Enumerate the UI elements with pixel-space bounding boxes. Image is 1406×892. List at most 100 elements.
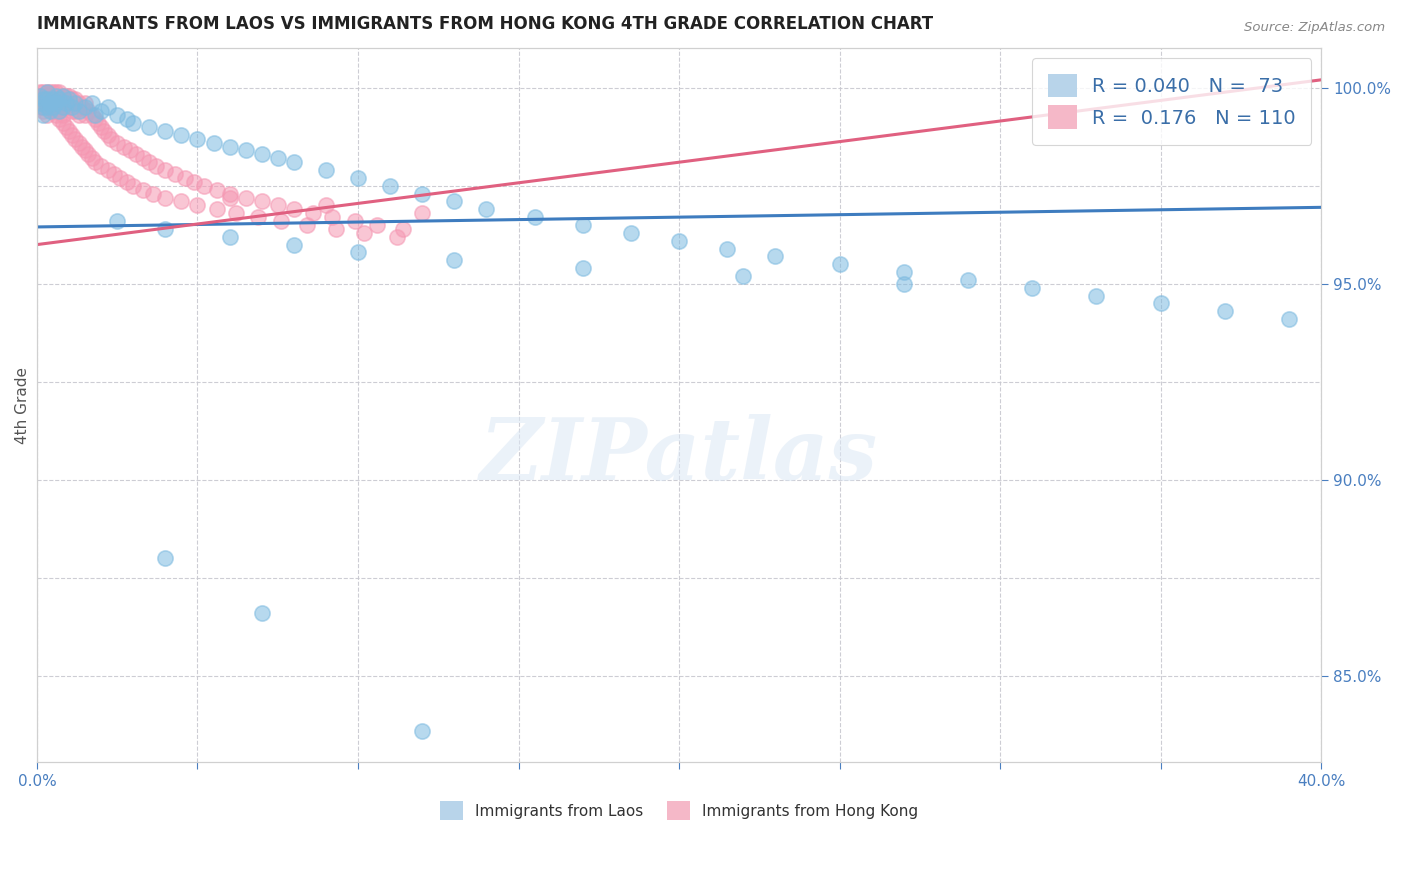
Point bbox=[186, 131, 208, 145]
Point bbox=[75, 100, 97, 114]
Point bbox=[93, 124, 115, 138]
Point bbox=[155, 551, 177, 566]
Point bbox=[620, 226, 643, 240]
Point bbox=[763, 249, 786, 263]
Point bbox=[97, 128, 120, 142]
Point bbox=[283, 155, 305, 169]
Point bbox=[392, 222, 415, 236]
Point bbox=[118, 144, 141, 158]
Point bbox=[45, 108, 67, 122]
Point bbox=[90, 120, 112, 134]
Point bbox=[267, 198, 290, 212]
Point bbox=[60, 104, 83, 119]
Point bbox=[1278, 312, 1301, 326]
Point bbox=[155, 124, 177, 138]
Point bbox=[80, 96, 103, 111]
Point bbox=[52, 108, 75, 122]
Point bbox=[45, 88, 67, 103]
Point bbox=[32, 92, 55, 106]
Point bbox=[45, 104, 67, 119]
Point bbox=[30, 88, 52, 103]
Point bbox=[267, 151, 290, 165]
Point bbox=[138, 120, 160, 134]
Point bbox=[67, 108, 90, 122]
Point bbox=[42, 92, 65, 106]
Point bbox=[235, 144, 257, 158]
Legend: Immigrants from Laos, Immigrants from Hong Kong: Immigrants from Laos, Immigrants from Ho… bbox=[434, 796, 924, 826]
Point bbox=[523, 210, 546, 224]
Point bbox=[38, 85, 60, 99]
Point bbox=[343, 214, 366, 228]
Point bbox=[42, 85, 65, 99]
Point bbox=[45, 92, 67, 106]
Point bbox=[58, 92, 80, 106]
Point bbox=[52, 96, 75, 111]
Point bbox=[250, 147, 273, 161]
Point bbox=[443, 253, 465, 268]
Point bbox=[52, 88, 75, 103]
Point bbox=[202, 136, 225, 150]
Point bbox=[65, 96, 87, 111]
Point bbox=[42, 100, 65, 114]
Point bbox=[30, 100, 52, 114]
Point bbox=[155, 222, 177, 236]
Point bbox=[145, 159, 167, 173]
Point bbox=[716, 242, 738, 256]
Point bbox=[1085, 288, 1108, 302]
Point bbox=[828, 257, 851, 271]
Point bbox=[205, 202, 228, 217]
Point bbox=[97, 163, 120, 178]
Text: IMMIGRANTS FROM LAOS VS IMMIGRANTS FROM HONG KONG 4TH GRADE CORRELATION CHART: IMMIGRANTS FROM LAOS VS IMMIGRANTS FROM … bbox=[37, 15, 934, 33]
Point bbox=[193, 178, 215, 193]
Point bbox=[90, 104, 112, 119]
Point bbox=[55, 96, 77, 111]
Point bbox=[893, 265, 915, 279]
Point bbox=[87, 116, 110, 130]
Point bbox=[366, 218, 388, 232]
Point bbox=[35, 96, 58, 111]
Point bbox=[1213, 304, 1236, 318]
Point bbox=[38, 92, 60, 106]
Point bbox=[80, 151, 103, 165]
Point bbox=[571, 261, 593, 276]
Point bbox=[58, 100, 80, 114]
Point bbox=[138, 155, 160, 169]
Point bbox=[90, 159, 112, 173]
Point bbox=[77, 104, 100, 119]
Point bbox=[83, 112, 105, 126]
Point bbox=[218, 186, 240, 201]
Point bbox=[122, 116, 145, 130]
Point bbox=[65, 131, 87, 145]
Point bbox=[270, 214, 292, 228]
Point bbox=[315, 163, 337, 178]
Point bbox=[155, 163, 177, 178]
Point bbox=[132, 151, 155, 165]
Point bbox=[30, 88, 52, 103]
Point bbox=[35, 85, 58, 99]
Point bbox=[218, 229, 240, 244]
Point bbox=[347, 170, 370, 185]
Point bbox=[225, 206, 247, 220]
Text: ZIPatlas: ZIPatlas bbox=[479, 414, 879, 497]
Point bbox=[155, 190, 177, 204]
Point bbox=[112, 139, 135, 153]
Point bbox=[733, 268, 755, 283]
Point bbox=[75, 108, 97, 122]
Point bbox=[411, 186, 433, 201]
Point bbox=[52, 100, 75, 114]
Point bbox=[32, 100, 55, 114]
Point bbox=[42, 104, 65, 119]
Point bbox=[353, 226, 375, 240]
Point bbox=[70, 139, 93, 153]
Point bbox=[32, 88, 55, 103]
Point bbox=[52, 116, 75, 130]
Point bbox=[122, 178, 145, 193]
Point bbox=[173, 170, 195, 185]
Point bbox=[250, 194, 273, 209]
Point bbox=[302, 206, 325, 220]
Point bbox=[283, 202, 305, 217]
Point bbox=[35, 96, 58, 111]
Point bbox=[385, 229, 408, 244]
Point bbox=[125, 147, 148, 161]
Point bbox=[67, 136, 90, 150]
